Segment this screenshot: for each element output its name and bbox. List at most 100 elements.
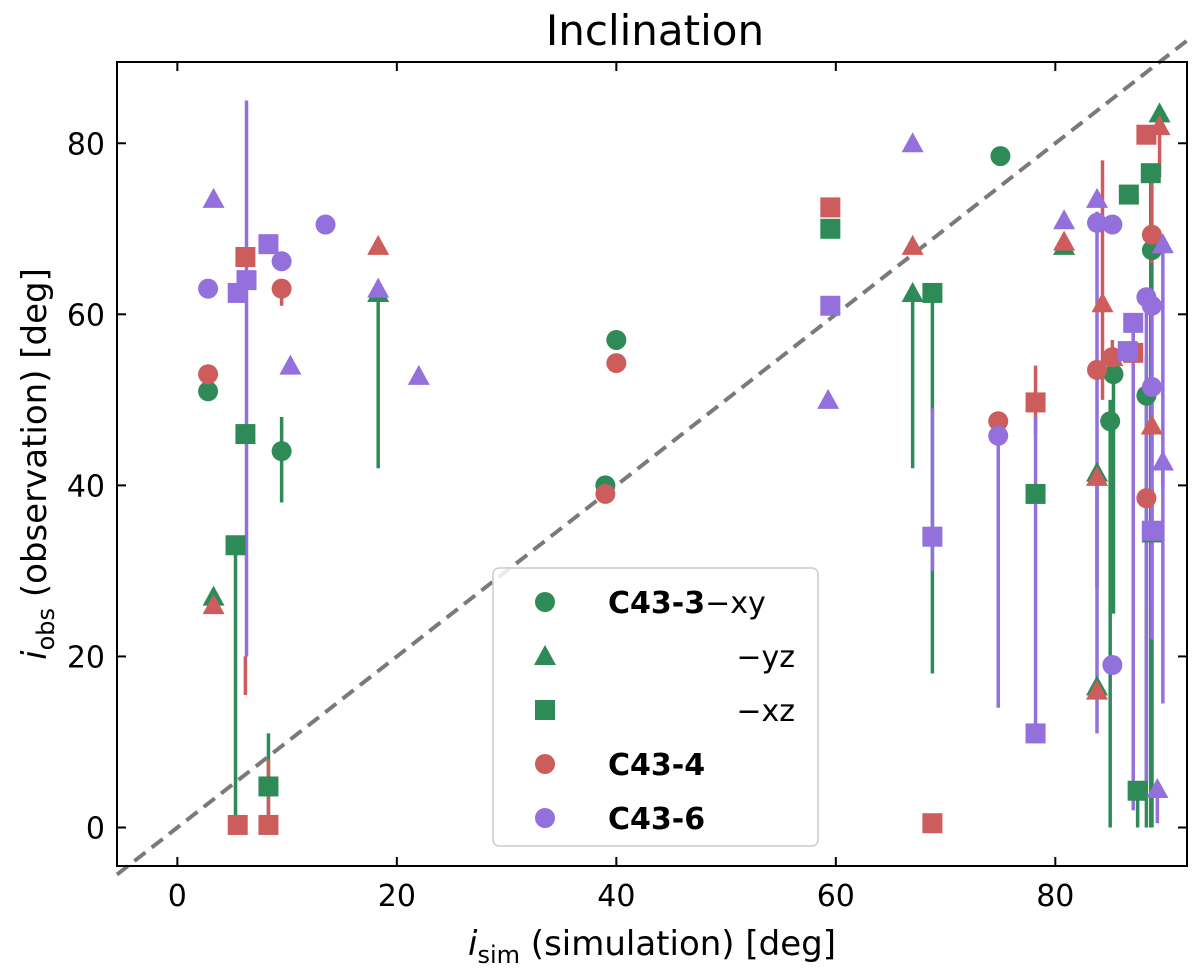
legend-marker-circle [535,808,555,828]
one-to-one-reference-line [115,39,1189,877]
data-point-circle [988,425,1009,446]
y-tick-label: 60 [67,298,105,333]
data-point-square [236,270,257,291]
data-point-triangle [1151,233,1174,254]
data-point-square [235,247,256,268]
legend-entry: C43-3−xy [535,586,766,621]
data-point-square [1025,483,1046,504]
data-point-triangle [1086,679,1109,700]
data-point-triangle [367,277,390,298]
data-point-square [922,282,943,303]
data-point-circle [1087,359,1108,380]
legend-entry: C43-6 [535,802,705,837]
data-point-square [235,424,256,445]
data-point-circle [595,483,616,504]
data-point-triangle [901,132,924,153]
x-axis-label-text: (simulation) [deg] [520,924,836,964]
legend-marker-circle [535,754,555,774]
data-point-circle [271,278,292,299]
data-point-square [258,814,279,835]
legend-marker-triangle [534,645,556,666]
data-point-triangle [1091,292,1114,313]
legend-marker-circle [535,592,555,612]
data-point-triangle [901,281,924,302]
data-point-triangle [407,364,430,385]
y-axis-label-subscript: obs [32,608,60,650]
data-point-circle [271,441,292,462]
y-axis-label-symbol: i [15,650,55,660]
legend-label: −xz [736,694,795,729]
y-tick-label: 40 [67,469,105,504]
y-tick-label: 20 [67,640,105,675]
legend-entry: −yz [534,640,795,675]
data-point-circle [1141,295,1162,316]
data-point-triangle [1146,778,1169,799]
data-point-square [1025,723,1046,744]
x-tick-label: 20 [378,879,416,914]
chart-title: Inclination [546,6,764,55]
data-point-circle [1103,364,1124,385]
data-point-triangle [1148,102,1171,123]
data-point-circle [606,329,627,350]
legend-entry: C43-4 [535,748,705,783]
legend-entry: −xz [535,694,795,729]
data-point-square [922,526,943,547]
data-point-triangle [901,234,924,255]
y-axis-label-text: (observation) [deg] [15,268,55,608]
data-point-circle [1102,655,1123,675]
data-point-square [1123,312,1144,333]
data-point-square [258,776,279,797]
legend-label-bold: C43-3−xy [608,586,766,621]
x-tick-label: 40 [597,879,635,914]
data-point-triangle [1151,450,1174,471]
legend-label-bold: C43-6 [608,802,705,837]
x-tick-label: 60 [817,879,855,914]
data-point-circle [1102,214,1123,235]
x-tick-label: 0 [168,879,187,914]
data-point-circle [198,364,219,385]
data-point-triangle [1053,209,1076,230]
data-point-square [225,535,246,556]
data-point-circle [198,278,219,299]
y-tick-label: 80 [67,127,105,162]
data-point-circle [990,146,1011,167]
x-axis-label-symbol: i [468,924,478,964]
data-point-square [820,295,841,316]
data-point-square [227,814,248,835]
data-point-triangle [1053,230,1076,251]
data-point-square [922,813,943,834]
legend-label-bold: C43-4 [608,748,705,783]
legend: C43-3−xy −yz −xz C43-4 C43-6 [492,567,819,847]
data-point-square [820,218,841,239]
data-point-triangle [202,594,225,615]
data-point-circle [315,214,336,235]
y-axis-label: iobs (observation) [deg] [15,268,60,660]
data-point-square [1117,341,1138,362]
data-point-circle [1136,488,1157,509]
data-point-square [1141,520,1162,541]
data-point-square [258,234,279,255]
data-point-circle [271,251,292,272]
legend-box [492,567,819,847]
data-point-square [820,197,841,218]
data-point-circle [1087,212,1108,233]
data-point-triangle [279,354,302,375]
y-tick-label: 0 [86,812,105,847]
data-point-triangle [1140,414,1163,435]
x-tick-label: 80 [1036,879,1074,914]
plot-area-frame [116,61,1188,867]
data-point-circle [1141,224,1162,245]
data-point-triangle [367,234,390,255]
data-point-square [1136,124,1157,145]
data-point-circle [606,353,627,374]
data-point-circle [988,411,1009,432]
x-axis-label-subscript: sim [477,941,520,969]
data-point-circle [1141,377,1162,398]
data-point-triangle [202,187,225,208]
data-point-triangle [817,388,840,409]
data-point-square [1118,184,1139,205]
legend-label: −yz [736,640,795,675]
legend-label-suffix: −xy [705,586,766,621]
data-point-triangle [1086,465,1109,486]
